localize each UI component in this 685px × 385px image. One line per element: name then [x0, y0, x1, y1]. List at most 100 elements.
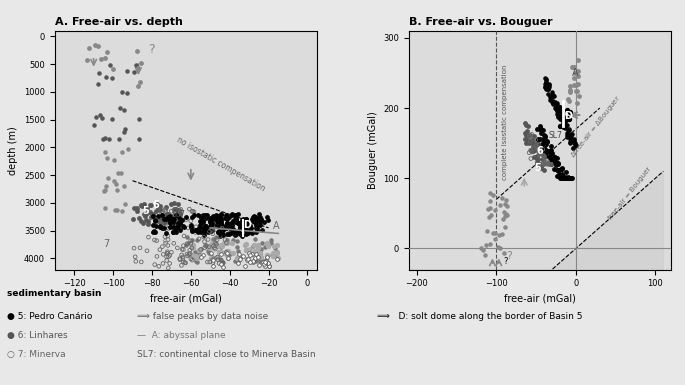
- Point: [211, 241, 222, 247]
- Point: [187, 214, 198, 220]
- Point: [195, 214, 206, 220]
- Point: [203, 248, 214, 254]
- Point: [199, 238, 210, 244]
- Point: [548, 152, 559, 159]
- Point: [210, 255, 221, 261]
- Point: [177, 246, 188, 252]
- Point: [161, 204, 172, 210]
- Point: [237, 253, 248, 259]
- Point: [212, 229, 223, 236]
- Point: [183, 225, 194, 231]
- Point: [175, 225, 186, 231]
- Point: [253, 244, 264, 250]
- Text: 8: 8: [162, 239, 168, 249]
- Point: [212, 217, 223, 223]
- Point: [206, 226, 217, 233]
- Point: [529, 145, 540, 151]
- Point: [524, 134, 535, 140]
- Point: [555, 110, 566, 116]
- Point: [535, 162, 546, 169]
- Point: [527, 144, 538, 150]
- Point: [558, 115, 569, 121]
- Point: [249, 241, 260, 248]
- Point: [240, 219, 251, 225]
- Point: [529, 154, 540, 161]
- Point: [543, 147, 554, 154]
- Point: [119, 183, 129, 189]
- Point: [199, 243, 210, 249]
- Point: [146, 202, 157, 208]
- Point: [264, 263, 275, 270]
- Point: [527, 137, 538, 143]
- Point: [208, 259, 219, 266]
- Point: [206, 240, 217, 246]
- Point: [197, 214, 208, 220]
- Point: [181, 216, 192, 223]
- Point: [184, 251, 195, 257]
- Point: [484, 241, 495, 248]
- Point: [533, 136, 544, 142]
- Point: [208, 257, 219, 263]
- Point: [240, 231, 251, 237]
- Point: [193, 229, 204, 235]
- Point: [229, 258, 240, 264]
- Point: [545, 156, 556, 162]
- Point: [256, 254, 266, 260]
- Point: [561, 169, 572, 175]
- Point: [521, 132, 532, 138]
- Point: [545, 161, 556, 167]
- Point: [245, 223, 256, 229]
- Point: [178, 259, 189, 265]
- Point: [554, 104, 565, 110]
- Point: [108, 178, 119, 184]
- Point: [565, 132, 576, 138]
- Point: [210, 246, 221, 252]
- Point: [201, 241, 212, 248]
- Point: [206, 226, 217, 233]
- Point: [221, 216, 232, 223]
- Point: [163, 223, 174, 229]
- Point: [204, 259, 215, 265]
- Point: [208, 240, 219, 246]
- Point: [182, 240, 193, 246]
- Point: [222, 254, 233, 261]
- Point: [242, 222, 253, 228]
- Point: [195, 253, 206, 259]
- Point: [199, 223, 210, 229]
- Text: free-air = Bouguer: free-air = Bouguer: [608, 166, 653, 221]
- Point: [240, 227, 251, 233]
- Point: [251, 220, 262, 226]
- Point: [571, 88, 582, 94]
- Point: [176, 252, 187, 258]
- Point: [167, 224, 178, 230]
- Point: [171, 225, 182, 231]
- Point: [526, 149, 537, 155]
- Point: [564, 175, 575, 181]
- Point: [227, 250, 238, 256]
- Point: [232, 260, 243, 266]
- Point: [240, 226, 251, 233]
- Point: [208, 231, 219, 237]
- Point: [161, 213, 172, 219]
- Point: [538, 167, 549, 173]
- Point: [540, 82, 551, 88]
- Point: [251, 225, 262, 231]
- Point: [261, 254, 272, 260]
- Point: [240, 216, 251, 222]
- Point: [562, 122, 573, 129]
- Point: [194, 236, 205, 242]
- Point: [556, 171, 567, 177]
- Point: [227, 218, 238, 224]
- Point: [237, 221, 248, 227]
- Point: [97, 136, 108, 142]
- Point: [119, 107, 130, 114]
- Point: [212, 237, 223, 243]
- Point: [211, 216, 222, 223]
- Point: [569, 138, 580, 144]
- Point: [148, 229, 159, 235]
- Point: [541, 86, 552, 92]
- Point: [563, 127, 574, 133]
- Point: [547, 92, 558, 98]
- Point: [131, 62, 142, 68]
- Point: [214, 228, 225, 234]
